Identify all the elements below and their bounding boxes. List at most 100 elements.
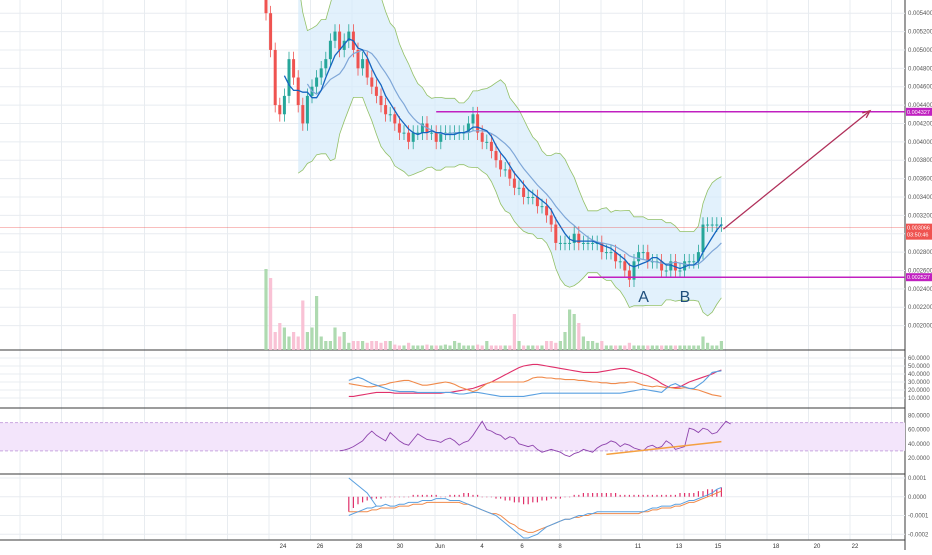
candle-body [531,196,535,198]
candle-body [641,252,645,254]
macd-histogram-bar [624,494,626,497]
macd-histogram-bar [720,487,722,497]
volume-bar [618,345,622,350]
candle-body [324,59,328,69]
candle-body [338,31,342,50]
rsi-trend-line [606,440,722,456]
candle-body [407,132,411,142]
macd-histogram-bar [578,494,580,497]
volume-bar [292,332,296,350]
rsi-tick-label: 40.0000 [908,442,930,448]
volume-bar [623,345,627,350]
candle-body [356,49,360,69]
volume-bar [503,345,507,350]
rsi-tick-label: 20.0000 [908,456,930,462]
candle-body [563,242,567,244]
volume-bar [719,341,723,350]
resistance-value-label: 0.004327 [907,110,930,116]
macd-histogram-bar [610,493,612,497]
volume-bar [683,345,687,350]
volume-bar [384,341,388,350]
volume-bar [614,345,618,350]
rsi-zone [0,422,905,451]
macd-histogram-bar [412,494,414,497]
volume-bar [526,345,530,350]
candle-body [397,123,401,133]
candle-body [347,31,351,41]
macd-histogram-bar [431,494,433,497]
macd-histogram-bar [389,496,391,498]
volume-bar [715,345,719,350]
price-tick-label: 0.003200 [908,213,932,219]
candle-body [540,206,544,208]
candle-body [669,261,673,271]
volume-bar [342,332,346,350]
candle-body [319,68,323,78]
adx-tick-label: 20.0000 [908,388,930,394]
candle-body [678,270,682,272]
volume-bar [430,345,434,350]
macd-line [348,486,722,539]
volume-bar [301,300,305,350]
macd-histogram-bar [573,494,575,497]
candle-body [609,252,613,254]
candle-body [632,261,636,280]
macd-histogram-bar [601,493,603,497]
price-tick-label: 0.004400 [908,103,932,109]
volume-bar [462,345,466,350]
macd-histogram-bar [651,494,653,497]
volume-bar [696,345,700,350]
price-tick-label: 0.002200 [908,305,932,311]
x-tick-label: 22 [852,544,859,550]
volume-bar [278,323,282,350]
volume-bar [305,332,309,350]
point-label-a: A [638,289,649,306]
candle-body [411,132,415,142]
volume-bar [296,336,300,350]
candle-body [315,77,319,87]
band-lower-line [297,97,722,317]
current-price-label: 0.003066 [907,226,930,232]
macd-histogram-bar [670,494,672,497]
candle-body [439,132,443,142]
candle-body [692,261,696,263]
macd-histogram-bar [674,494,676,497]
macd-histogram-bar [615,493,617,497]
candle-body [370,77,374,87]
volume-bar [333,327,337,350]
candle-body [508,169,512,179]
x-tick-label: 18 [773,544,780,550]
macd-histogram-bar [348,496,350,512]
volume-bar [338,336,342,350]
volume-bar [650,345,654,350]
adx-tick-label: 50.0000 [908,364,930,370]
volume-bar [641,345,645,350]
volume-bar [664,345,668,350]
macd-histogram-bar [481,496,483,498]
macd-histogram-bar [569,496,571,498]
volume-bar [595,342,599,350]
volume-bar [678,345,682,350]
volume-bar [563,332,567,350]
macd-histogram-bar [628,494,630,497]
x-tick-label: 11 [635,544,642,550]
volume-bar [264,269,268,350]
candle-body [374,86,378,96]
x-tick-label: 24 [280,544,287,550]
macd-histogram-bar [495,496,497,499]
volume-bar [710,345,714,350]
candle-body [269,13,273,50]
volume-bar [655,345,659,350]
macd-histogram-bar [408,496,410,498]
candle-body [328,40,332,60]
volume-bar [397,345,401,350]
candle-body [379,95,383,106]
macd-histogram-bar [665,494,667,497]
candle-body [517,187,521,189]
volume-bar [522,345,526,350]
candle-body [554,224,558,243]
volume-bar [701,336,705,350]
macd-tick-label: 0.0001 [908,476,927,482]
